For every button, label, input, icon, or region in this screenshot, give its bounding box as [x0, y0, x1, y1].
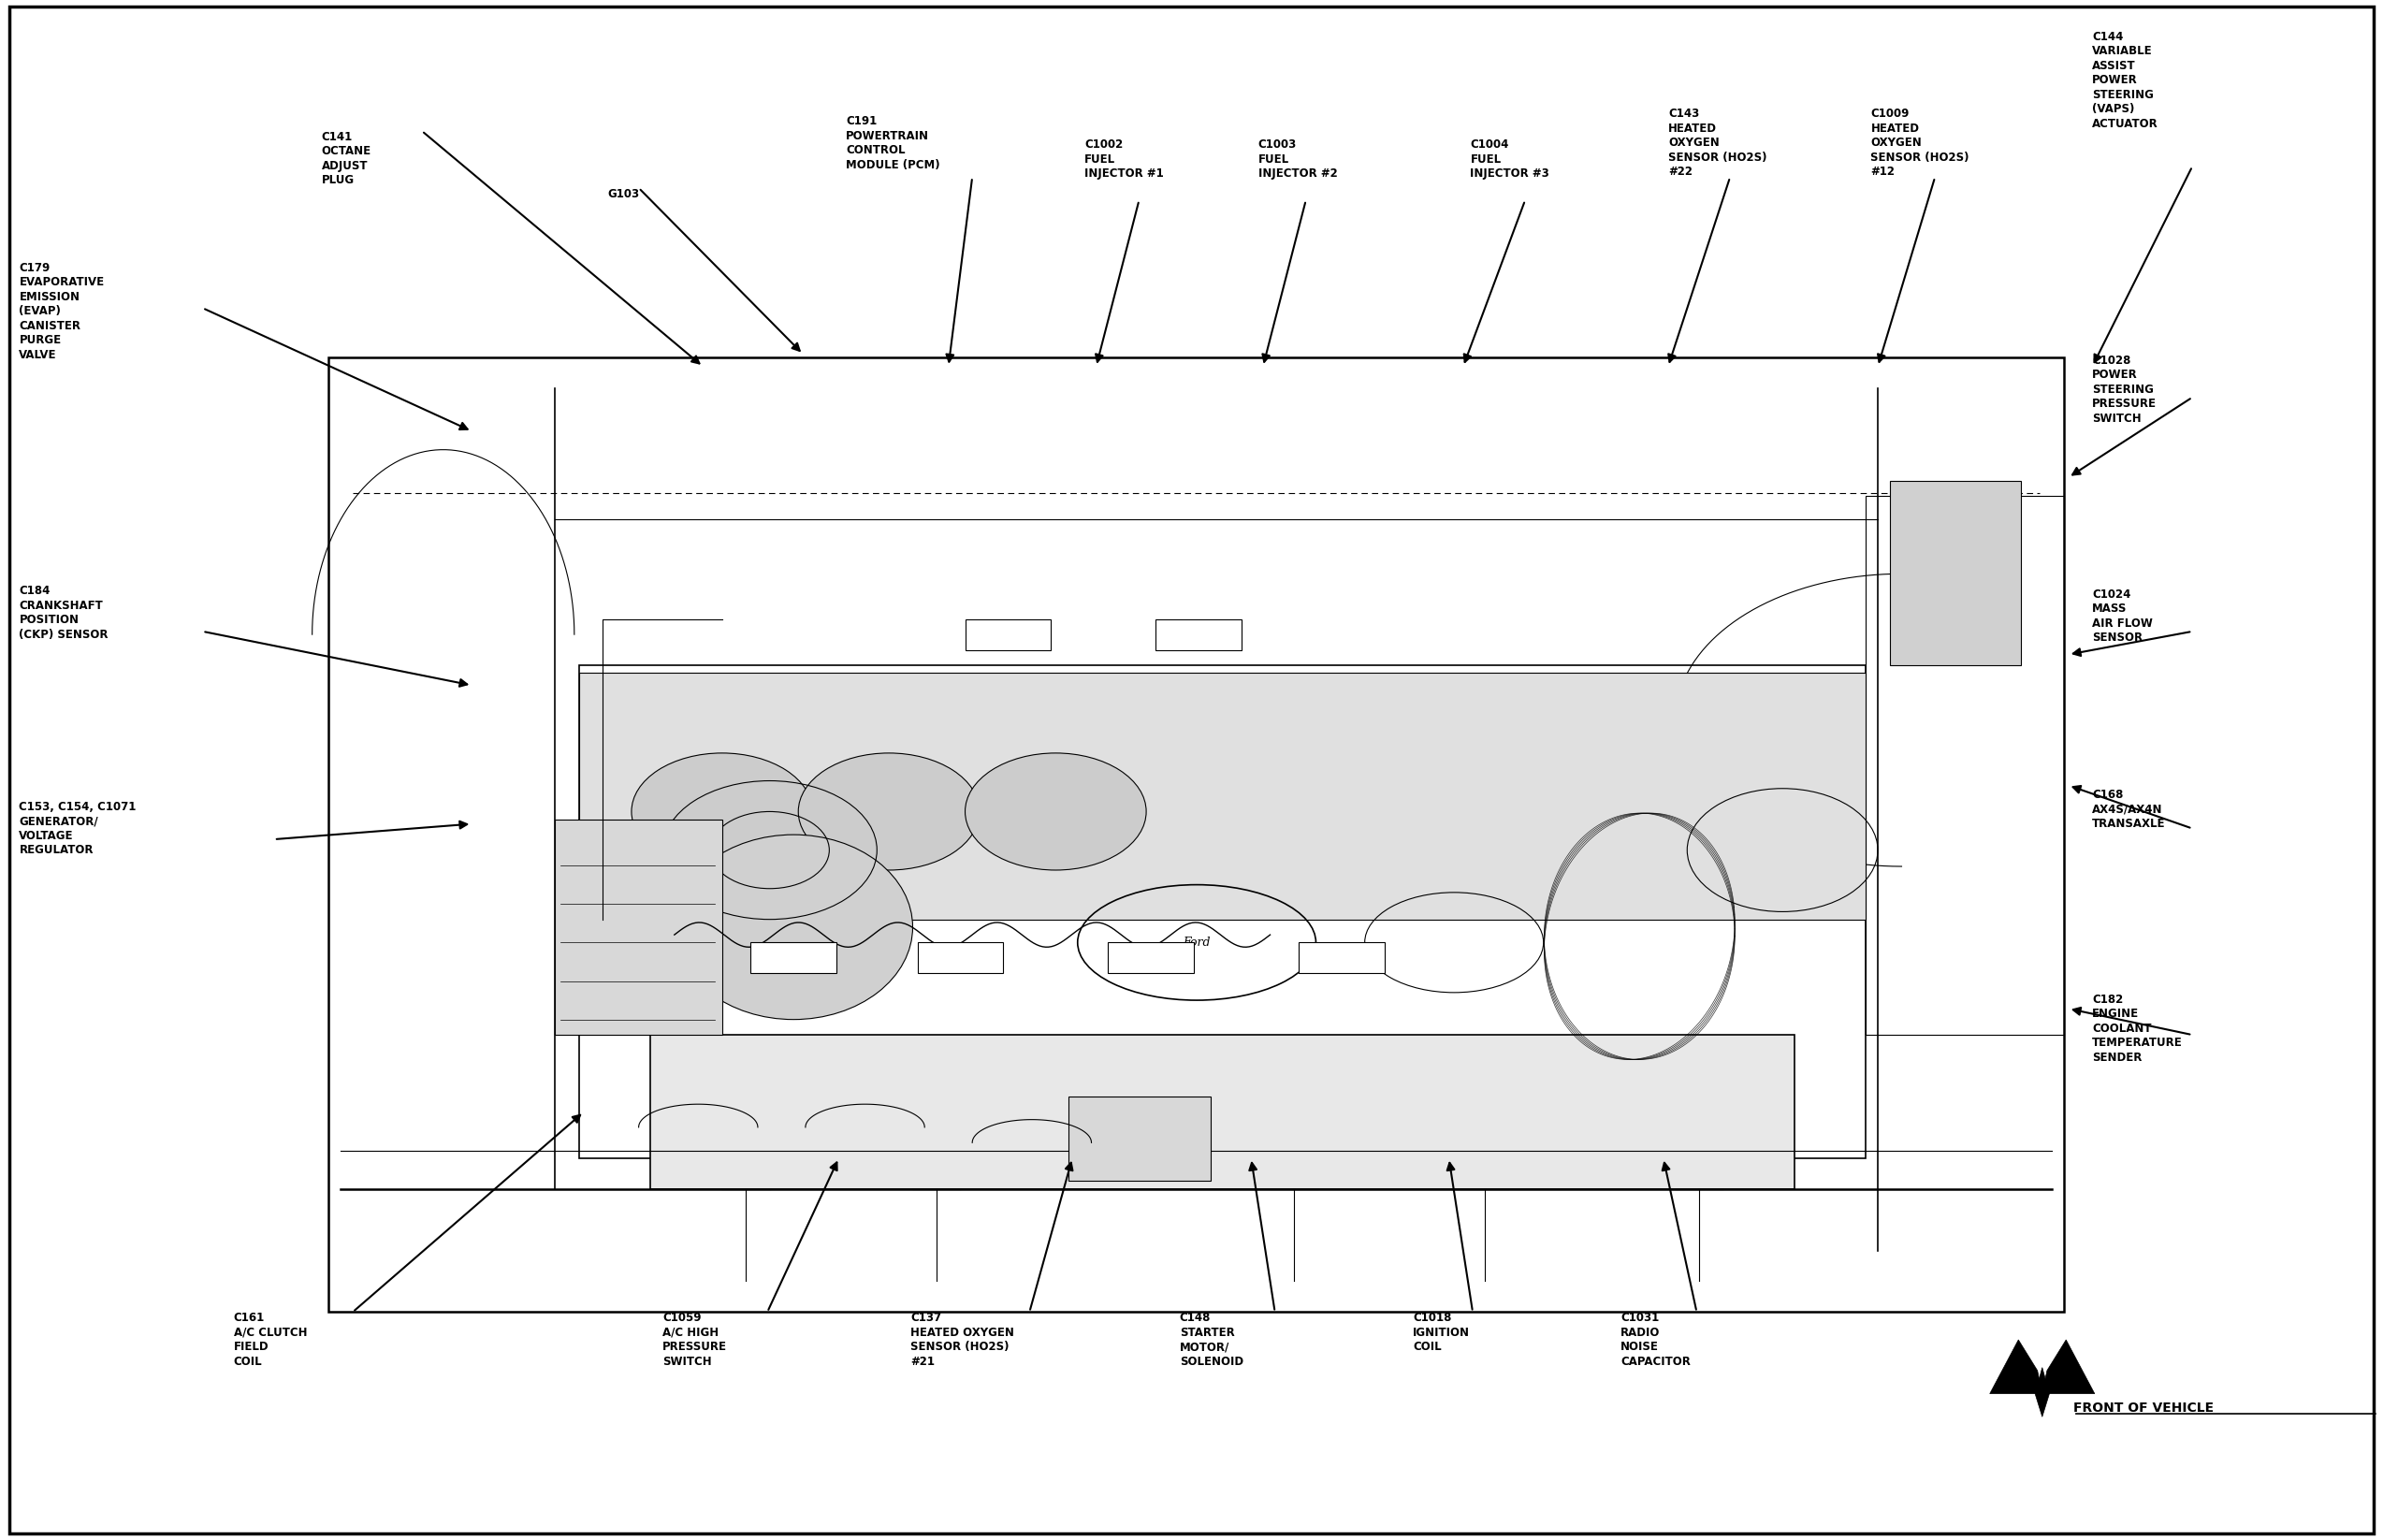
Bar — [555, 819, 722, 1035]
Text: C153, C154, C1071
GENERATOR/
VOLTAGE
REGULATOR: C153, C154, C1071 GENERATOR/ VOLTAGE REG… — [19, 801, 136, 856]
Bar — [965, 619, 1051, 650]
Text: C1002
FUEL
INJECTOR #1: C1002 FUEL INJECTOR #1 — [1084, 139, 1163, 180]
Text: C1031
RADIO
NOISE
CAPACITOR: C1031 RADIO NOISE CAPACITOR — [1620, 1312, 1690, 1368]
Text: C143
HEATED
OXYGEN
SENSOR (HO2S)
#22: C143 HEATED OXYGEN SENSOR (HO2S) #22 — [1668, 108, 1766, 179]
Text: C141
OCTANE
ADJUST
PLUG: C141 OCTANE ADJUST PLUG — [322, 131, 372, 186]
Bar — [1890, 480, 2021, 665]
Bar — [917, 942, 1003, 973]
Text: Ford: Ford — [1182, 936, 1211, 949]
Polygon shape — [1990, 1340, 2042, 1394]
Polygon shape — [2042, 1340, 2095, 1394]
Circle shape — [798, 753, 979, 870]
Circle shape — [965, 753, 1146, 870]
Bar — [1108, 942, 1194, 973]
Text: C1024
MASS
AIR FLOW
SENSOR: C1024 MASS AIR FLOW SENSOR — [2092, 588, 2152, 644]
Text: C137
HEATED OXYGEN
SENSOR (HO2S)
#21: C137 HEATED OXYGEN SENSOR (HO2S) #21 — [910, 1312, 1015, 1368]
Text: C182
ENGINE
COOLANT
TEMPERATURE
SENDER: C182 ENGINE COOLANT TEMPERATURE SENDER — [2092, 993, 2183, 1064]
Text: C1003
FUEL
INJECTOR #2: C1003 FUEL INJECTOR #2 — [1258, 139, 1337, 180]
Text: C144
VARIABLE
ASSIST
POWER
STEERING
(VAPS)
ACTUATOR: C144 VARIABLE ASSIST POWER STEERING (VAP… — [2092, 31, 2159, 129]
Ellipse shape — [674, 835, 913, 1019]
Bar — [579, 673, 1866, 919]
Bar — [1299, 942, 1385, 973]
Bar — [751, 942, 836, 973]
Bar — [651, 1035, 1794, 1189]
Text: C191
POWERTRAIN
CONTROL
MODULE (PCM): C191 POWERTRAIN CONTROL MODULE (PCM) — [846, 116, 941, 171]
Bar — [1866, 496, 2064, 1035]
Text: C1018
IGNITION
COIL: C1018 IGNITION COIL — [1413, 1312, 1470, 1354]
Text: C1028
POWER
STEERING
PRESSURE
SWITCH: C1028 POWER STEERING PRESSURE SWITCH — [2092, 354, 2157, 425]
Text: C184
CRANKSHAFT
POSITION
(CKP) SENSOR: C184 CRANKSHAFT POSITION (CKP) SENSOR — [19, 585, 107, 641]
Bar — [1156, 619, 1242, 650]
Bar — [329, 357, 2064, 1312]
Text: C161
A/C CLUTCH
FIELD
COIL: C161 A/C CLUTCH FIELD COIL — [234, 1312, 307, 1368]
Circle shape — [631, 753, 813, 870]
Bar — [1068, 1096, 1211, 1181]
Text: C179
EVAPORATIVE
EMISSION
(EVAP)
CANISTER
PURGE
VALVE: C179 EVAPORATIVE EMISSION (EVAP) CANISTE… — [19, 262, 105, 360]
Text: FRONT OF VEHICLE: FRONT OF VEHICLE — [2073, 1401, 2214, 1415]
Text: C168
AX4S/AX4N
TRANSAXLE: C168 AX4S/AX4N TRANSAXLE — [2092, 788, 2166, 830]
Text: C1004
FUEL
INJECTOR #3: C1004 FUEL INJECTOR #3 — [1470, 139, 1549, 180]
Polygon shape — [2035, 1368, 2049, 1417]
Bar — [579, 665, 1866, 1158]
Text: C148
STARTER
MOTOR/
SOLENOID: C148 STARTER MOTOR/ SOLENOID — [1180, 1312, 1244, 1368]
Text: G103: G103 — [608, 188, 639, 200]
Text: C1059
A/C HIGH
PRESSURE
SWITCH: C1059 A/C HIGH PRESSURE SWITCH — [662, 1312, 727, 1368]
Text: C1009
HEATED
OXYGEN
SENSOR (HO2S)
#12: C1009 HEATED OXYGEN SENSOR (HO2S) #12 — [1871, 108, 1968, 179]
